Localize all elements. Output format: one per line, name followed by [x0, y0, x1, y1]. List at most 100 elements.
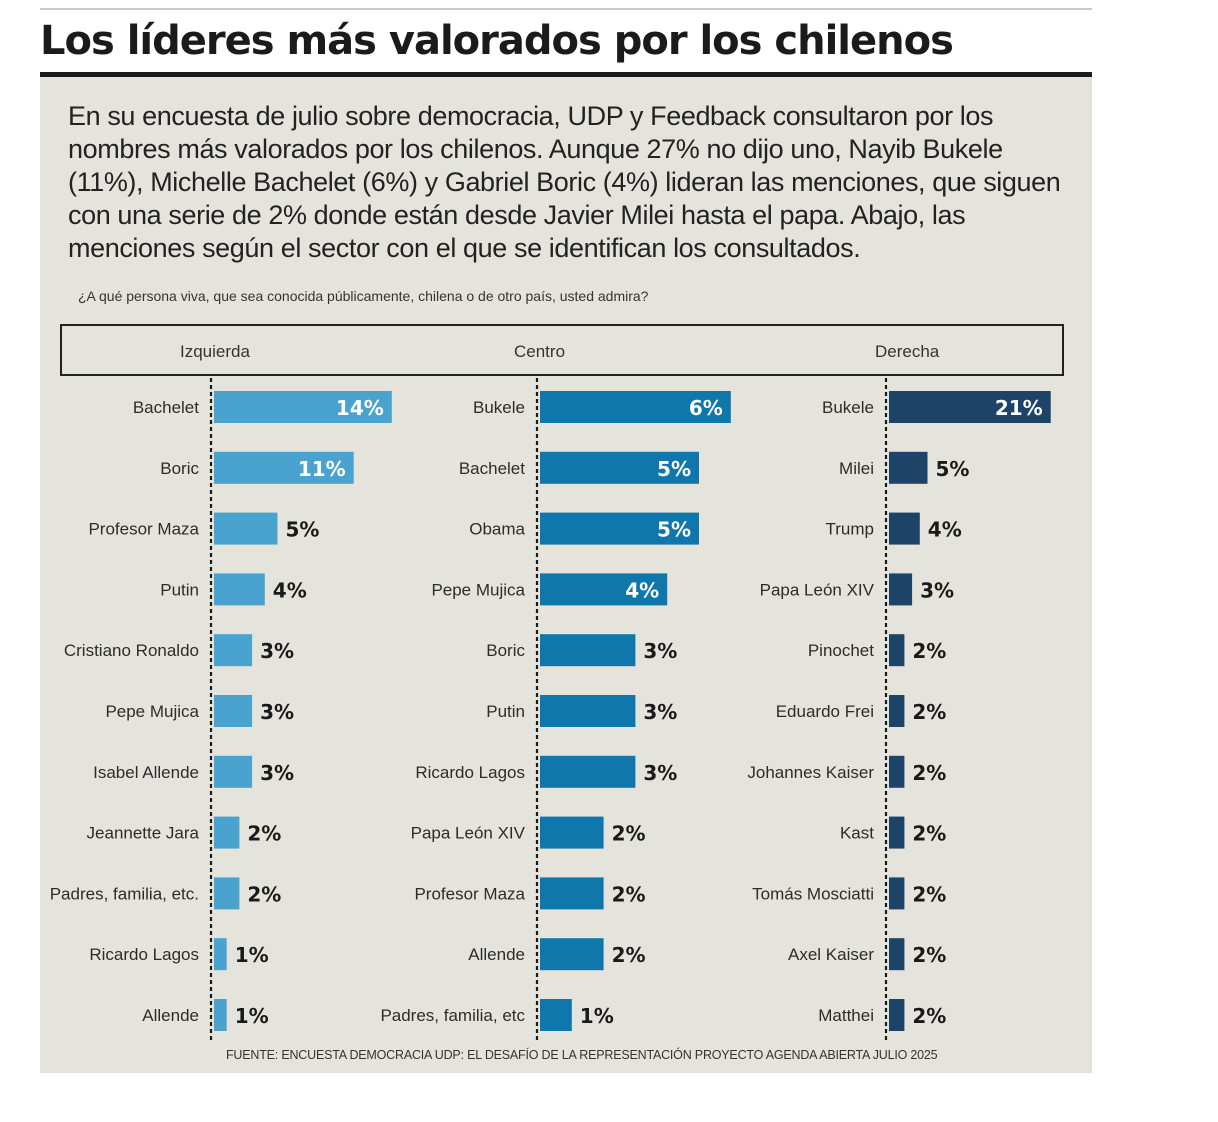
column-header-box: Izquierda Centro Derecha — [60, 324, 1064, 376]
bar-2-6 — [889, 755, 905, 788]
bar-0-7 — [214, 816, 240, 849]
bar-0-5 — [214, 695, 253, 727]
bar-1-7 — [540, 816, 604, 849]
value-label-2-2: 4% — [928, 518, 962, 542]
bar-0-10 — [214, 999, 227, 1031]
category-label-2-3: Papa León XIV — [760, 580, 875, 599]
value-label-0-2: 5% — [286, 518, 320, 542]
category-label-2-8: Tomás Mosciatti — [752, 884, 874, 903]
category-label-1-3: Pepe Mujica — [431, 580, 525, 599]
value-label-1-9: 2% — [612, 943, 646, 967]
value-label-2-1: 5% — [936, 457, 970, 481]
top-divider — [40, 8, 1092, 10]
column-head-derecha: Derecha — [875, 342, 940, 361]
value-label-1-2: 5% — [657, 518, 691, 542]
bar-0-4 — [214, 634, 253, 667]
category-label-0-10: Allende — [142, 1006, 199, 1025]
bar-0-1 — [214, 451, 354, 484]
column-head-izquierda: Izquierda — [180, 342, 250, 361]
category-label-2-0: Bukele — [822, 398, 874, 417]
bar-1-3 — [540, 573, 668, 606]
bar-0-2 — [214, 512, 278, 545]
value-label-0-1: 11% — [298, 457, 346, 481]
category-label-1-8: Profesor Maza — [414, 884, 525, 903]
value-label-0-4: 3% — [260, 639, 294, 663]
value-label-1-0: 6% — [689, 396, 723, 420]
category-label-1-4: Boric — [486, 641, 525, 660]
value-label-1-5: 3% — [643, 700, 677, 724]
category-label-2-1: Milei — [839, 459, 874, 478]
category-label-0-8: Padres, familia, etc. — [50, 884, 199, 903]
bar-2-5 — [889, 695, 905, 727]
intro-text: En su encuesta de julio sobre democracia… — [68, 101, 1061, 263]
category-label-2-2: Trump — [826, 520, 875, 539]
bar-0-0 — [214, 391, 392, 423]
bar-1-6 — [540, 755, 636, 788]
value-label-1-4: 3% — [643, 639, 677, 663]
category-label-1-7: Papa León XIV — [411, 824, 526, 843]
value-label-2-7: 2% — [912, 822, 946, 846]
bar-2-3 — [889, 573, 913, 606]
bar-0-9 — [214, 938, 227, 971]
bar-2-10 — [889, 999, 905, 1031]
value-label-1-8: 2% — [612, 882, 646, 906]
category-label-0-1: Boric — [160, 459, 199, 478]
bar-2-1 — [889, 451, 928, 484]
category-label-1-6: Ricardo Lagos — [415, 763, 525, 782]
category-label-2-10: Matthei — [818, 1006, 874, 1025]
category-label-1-10: Padres, familia, etc — [380, 1006, 525, 1025]
value-label-0-0: 14% — [336, 396, 384, 420]
value-label-0-7: 2% — [247, 822, 281, 846]
value-label-0-6: 3% — [260, 761, 294, 785]
bar-2-8 — [889, 877, 905, 910]
title-rule — [40, 72, 1092, 77]
value-label-2-9: 2% — [912, 943, 946, 967]
bar-1-1 — [540, 451, 699, 484]
value-label-1-10: 1% — [580, 1004, 614, 1028]
bar-0-3 — [214, 573, 265, 606]
category-label-2-4: Pinochet — [808, 641, 874, 660]
value-label-1-6: 3% — [643, 761, 677, 785]
value-label-0-10: 1% — [235, 1004, 269, 1028]
value-label-2-5: 2% — [912, 700, 946, 724]
bar-0-8 — [214, 877, 240, 910]
bar-1-4 — [540, 634, 636, 667]
bar-1-2 — [540, 512, 699, 545]
category-label-0-2: Profesor Maza — [88, 520, 199, 539]
category-label-0-7: Jeannette Jara — [87, 824, 200, 843]
category-label-1-2: Obama — [469, 520, 525, 539]
value-label-1-3: 4% — [625, 578, 659, 602]
bar-2-9 — [889, 938, 905, 971]
category-label-2-5: Eduardo Frei — [776, 702, 874, 721]
bar-1-9 — [540, 938, 604, 971]
bar-2-7 — [889, 816, 905, 849]
page-title: Los líderes más valorados por los chilen… — [40, 18, 954, 64]
category-label-2-7: Kast — [840, 824, 874, 843]
bar-0-6 — [214, 755, 253, 788]
category-label-2-9: Axel Kaiser — [788, 945, 874, 964]
value-label-1-1: 5% — [657, 457, 691, 481]
category-label-0-4: Cristiano Ronaldo — [64, 641, 199, 660]
bar-2-2 — [889, 512, 920, 545]
bar-1-8 — [540, 877, 604, 910]
value-label-2-8: 2% — [912, 882, 946, 906]
category-label-0-0: Bachelet — [133, 398, 199, 417]
bar-2-4 — [889, 634, 905, 667]
category-label-1-5: Putin — [486, 702, 525, 721]
bar-1-0 — [540, 391, 731, 423]
category-label-2-6: Johannes Kaiser — [747, 763, 874, 782]
category-label-1-9: Allende — [468, 945, 525, 964]
bar-1-5 — [540, 695, 636, 727]
value-label-0-5: 3% — [260, 700, 294, 724]
source-footer: FUENTE: ENCUESTA DEMOCRACIA UDP: EL DESA… — [226, 1048, 938, 1062]
value-label-2-3: 3% — [920, 578, 954, 602]
category-label-0-3: Putin — [160, 580, 199, 599]
bar-2-0 — [889, 391, 1051, 423]
value-label-2-6: 2% — [912, 761, 946, 785]
column-head-centro: Centro — [514, 342, 566, 361]
value-label-0-3: 4% — [273, 578, 307, 602]
category-label-1-0: Bukele — [473, 398, 525, 417]
category-label-0-9: Ricardo Lagos — [89, 945, 199, 964]
category-label-1-1: Bachelet — [459, 459, 525, 478]
